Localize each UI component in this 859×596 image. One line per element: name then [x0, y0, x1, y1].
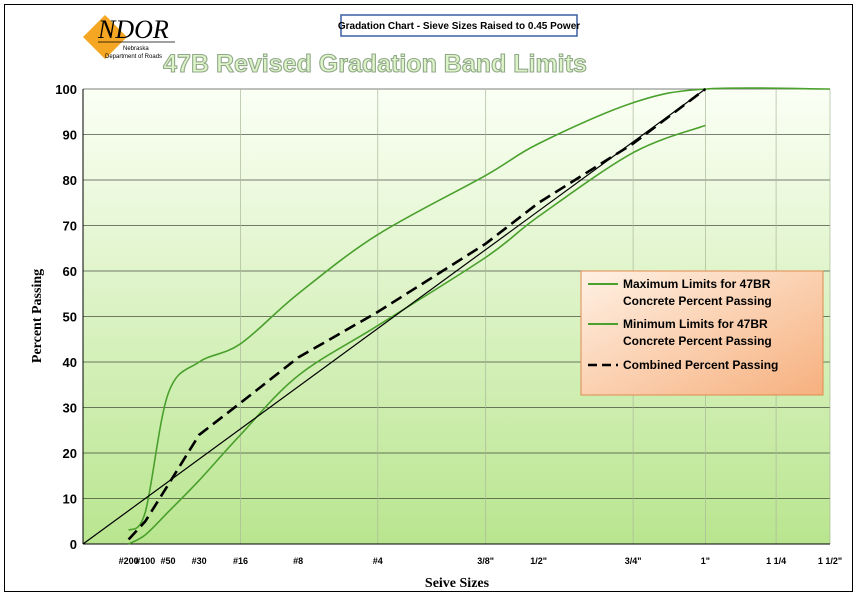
y-tick-label: 90	[63, 128, 77, 143]
chart-subtitle: Gradation Chart - Sieve Sizes Raised to …	[338, 21, 580, 32]
ndor-logo: NDOR Nebraska Department of Roads	[83, 15, 175, 60]
x-tick-label: #30	[192, 556, 207, 566]
y-tick-label: 40	[63, 355, 77, 370]
logo-line1: Nebraska	[123, 46, 149, 52]
logo-name: NDOR	[97, 15, 169, 44]
series-combined-line	[127, 87, 707, 541]
series-reference-line	[82, 88, 706, 545]
x-tick-label: 1 1/2"	[818, 556, 842, 566]
y-tick-label: 30	[63, 401, 77, 416]
series-min-limits-line	[128, 124, 706, 545]
x-tick-label: 1/2"	[530, 556, 547, 566]
legend-label-combined: Combined Percent Passing	[623, 358, 778, 372]
x-tick-label: 1 1/4	[766, 556, 786, 566]
y-tick-label: 20	[63, 446, 77, 461]
y-tick-label: 70	[63, 219, 77, 234]
x-tick-label: #8	[293, 556, 303, 566]
y-tick-label: 50	[63, 310, 77, 325]
y-axis-ticks: 0 10 20 30 40 50 60 70 80 90 100	[55, 82, 77, 552]
logo-diamond-icon	[83, 15, 127, 59]
y-tick-label: 10	[63, 492, 77, 507]
series-max-limits-line	[128, 87, 831, 532]
x-tick-label: #4	[373, 556, 383, 566]
series-layer	[82, 87, 831, 545]
x-tick-label: 3/4"	[625, 556, 642, 566]
legend-label-min: Minimum Limits for 47BR Concrete Percent …	[623, 317, 772, 348]
x-tick-label: #16	[233, 556, 248, 566]
x-tick-label: #100	[135, 556, 155, 566]
chart-title: 47B Revised Gradation Band Limits	[163, 50, 587, 78]
subtitle-box	[340, 14, 578, 37]
x-axis-ticks: #200#100 #50 #30 #16 #8 #4 3/8" 1/2" 3/4" 1" 1 1/4…	[119, 556, 843, 566]
logo-line2: Department of Roads	[105, 54, 162, 60]
y-tick-label: 0	[70, 537, 77, 552]
x-tick-label: #50	[161, 556, 176, 566]
y-tick-label: 100	[55, 82, 77, 97]
chart-frame: 0 10 20 30 40 50 60 70 80 90 100 #200 #100 #50 #30 #16…	[4, 4, 853, 592]
y-tick-label: 80	[63, 173, 77, 188]
legend-label-max: Maximum Limits for 47BR Concrete Percent …	[623, 277, 772, 308]
x-tick-label: 1"	[701, 556, 710, 566]
x-axis-title: Seive Sizes	[425, 576, 490, 591]
x-tick-label: #200	[119, 556, 139, 566]
legend: Maximum Limits for 47BR Concrete Percent …	[580, 270, 824, 396]
y-tick-label: 60	[63, 264, 77, 279]
x-tick-label: 3/8"	[477, 556, 494, 566]
y-axis-title: Percent Passing	[30, 269, 45, 363]
gradation-chart: 0 10 20 30 40 50 60 70 80 90 100 #200#100 #50 #30 #16…	[30, 14, 843, 591]
legend-box	[580, 270, 824, 396]
